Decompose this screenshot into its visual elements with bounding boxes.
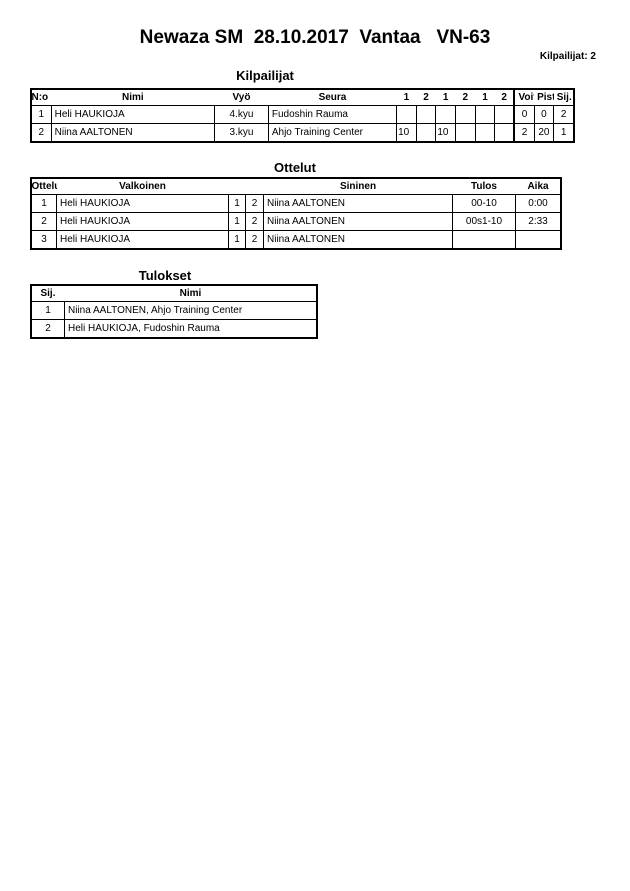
competitor-club: Fudoshin Rauma xyxy=(267,105,398,124)
match-time: 2:33 xyxy=(515,212,561,231)
match-result: 00s1-10 xyxy=(452,212,516,231)
col-header: Sij. xyxy=(40,287,56,299)
competitor-wins: 0 xyxy=(513,105,535,124)
col-header: N:o xyxy=(31,91,49,103)
col-header: Tulos xyxy=(471,180,497,192)
score-cell xyxy=(455,123,476,142)
competitors-table: N:oNimiVyöSeura121212Voit.Pist.Sij. 1Hel… xyxy=(30,88,575,143)
blue-competitor: Niina AALTONEN xyxy=(263,230,453,249)
score-cell xyxy=(455,105,476,124)
col-header: Voit. xyxy=(513,89,535,106)
section-title-ottelut: Ottelut xyxy=(274,160,316,175)
blue-competitor: Niina AALTONEN xyxy=(263,212,453,231)
col-header: Nimi xyxy=(122,91,144,103)
competitor-wins: 2 xyxy=(513,123,535,142)
col-header: Vyö xyxy=(232,91,251,103)
match-result xyxy=(452,230,516,249)
competitor-belt: 3.kyu xyxy=(214,123,269,142)
white-competitor: Heli HAUKIOJA xyxy=(56,212,229,231)
matches-table: Ottelu Valkoinen Sininen Tulos Aika 1Hel… xyxy=(30,177,562,250)
competitor-club: Ahjo Training Center xyxy=(267,123,398,142)
white-marker: 1 xyxy=(228,212,246,231)
page-title: Newaza SM 28.10.2017 Vantaa VN-63 xyxy=(139,27,491,48)
competitor-place: 1 xyxy=(553,123,574,142)
score-cell xyxy=(494,123,515,142)
white-competitor: Heli HAUKIOJA xyxy=(56,230,229,249)
table-row: 2 Niina AALTONEN 3.kyu Ahjo Training Center… xyxy=(31,123,574,142)
blue-marker: 2 xyxy=(245,230,264,249)
white-marker: 1 xyxy=(228,230,246,249)
table-row: 2 Heli HAUKIOJA, Fudoshin Rauma xyxy=(31,319,317,338)
score-cell: 10 xyxy=(435,123,457,142)
competitor-points: 20 xyxy=(533,123,555,142)
score-cell xyxy=(435,105,457,124)
match-number: 2 xyxy=(31,212,57,231)
match-time: 0:00 xyxy=(515,194,561,213)
col-header: 2 xyxy=(462,91,469,103)
score-cell: 10 xyxy=(396,123,417,142)
score-cell xyxy=(494,105,515,124)
match-time xyxy=(515,230,561,249)
table-row: 1 Heli HAUKIOJA 4.kyu Fudoshin Rauma 0 0 2 xyxy=(31,105,574,124)
section-title-kilpailijat: Kilpailijat xyxy=(236,68,294,83)
col-header: 1 xyxy=(482,91,488,103)
competitor-belt: 4.kyu xyxy=(214,105,269,124)
competitor-name: Niina AALTONEN xyxy=(50,123,216,142)
section-title-tulokset: Tulokset xyxy=(138,268,192,283)
col-header: Sininen xyxy=(339,180,377,192)
col-header: Ottelu xyxy=(31,180,57,192)
competitor-points: 0 xyxy=(533,105,555,124)
result-name: Heli HAUKIOJA, Fudoshin Rauma xyxy=(64,319,317,338)
table-row: 1 Niina AALTONEN, Ahjo Training Center xyxy=(31,301,317,320)
result-name: Niina AALTONEN, Ahjo Training Center xyxy=(64,301,317,320)
table-row: 2 Heli HAUKIOJA 1 2 Niina AALTONEN 00s1-10 2:3… xyxy=(31,212,561,231)
result-place: 1 xyxy=(31,301,65,320)
competitors-count: Kilpailijat: 2 xyxy=(539,51,596,62)
competitor-place: 2 xyxy=(553,105,574,124)
table-row: 3 Heli HAUKIOJA 1 2 Niina AALTONEN xyxy=(31,230,561,249)
match-number: 3 xyxy=(31,230,57,249)
competitor-number: 1 xyxy=(31,105,52,124)
col-header: Pist. xyxy=(537,91,554,103)
score-cell xyxy=(396,105,417,124)
col-header: 1 xyxy=(442,91,449,103)
white-marker: 1 xyxy=(228,194,246,213)
col-header: 2 xyxy=(501,91,507,103)
competitor-name: Heli HAUKIOJA xyxy=(50,105,216,124)
col-header: 1 xyxy=(403,91,410,103)
col-header: Valkoinen xyxy=(119,180,166,192)
result-place: 2 xyxy=(31,319,65,338)
blue-competitor: Niina AALTONEN xyxy=(263,194,453,213)
match-result: 00-10 xyxy=(452,194,516,213)
blue-marker: 2 xyxy=(245,212,264,231)
results-table: Sij. Nimi 1 Niina AALTONEN, Ahjo Training… xyxy=(30,284,318,339)
score-cell xyxy=(415,123,437,142)
col-header: 2 xyxy=(423,91,429,103)
score-cell xyxy=(474,105,496,124)
match-number: 1 xyxy=(31,194,57,213)
table-row: 1 Heli HAUKIOJA 1 2 Niina AALTONEN 00-10 0:00 xyxy=(31,194,561,213)
col-header: Seura xyxy=(318,91,347,103)
competitor-number: 2 xyxy=(31,123,52,142)
score-cell xyxy=(474,123,496,142)
col-header: Nimi xyxy=(179,287,202,299)
white-competitor: Heli HAUKIOJA xyxy=(56,194,229,213)
col-header: Aika xyxy=(527,180,549,192)
score-cell xyxy=(415,105,437,124)
blue-marker: 2 xyxy=(245,194,264,213)
col-header: Sij. xyxy=(556,91,572,103)
